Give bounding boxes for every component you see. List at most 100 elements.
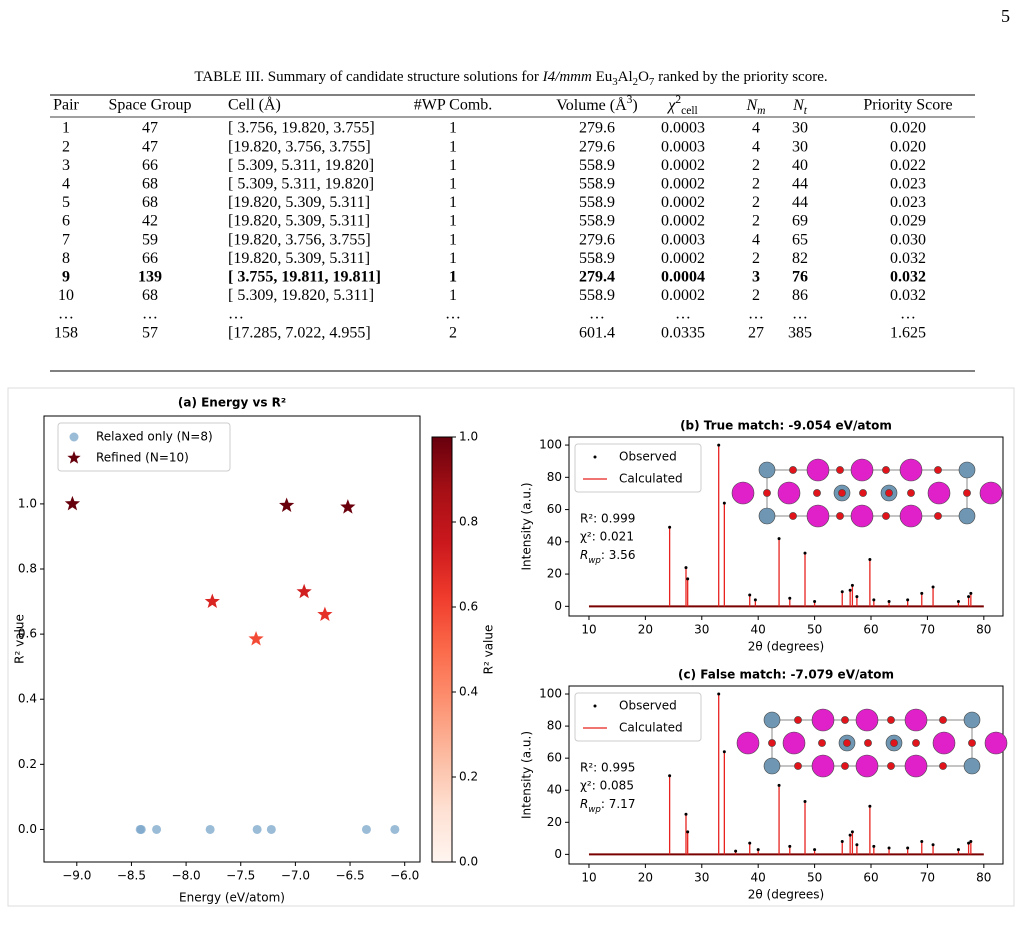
legend-label: Calculated [619,721,683,735]
atom [890,739,898,747]
table-cell: 0.0002 [661,157,705,174]
observed-point [967,841,971,845]
table-cell: [ 3.756, 19.820, 3.755] [228,120,375,137]
table-cell: 68 [142,287,158,304]
x-tick-label: 10 [581,871,596,885]
atom [763,757,781,775]
text-part: 7 [649,76,655,88]
table-cell: 1.625 [890,324,926,341]
table-cell: 2 [752,175,760,192]
table-cell: 40 [792,157,808,174]
star-point [279,497,295,512]
table-cell: 601.4 [579,324,615,341]
atom [885,489,893,497]
atom [843,739,851,747]
star-point [248,631,264,646]
table-header: Pair [53,97,79,114]
legend-marker [593,704,597,708]
plot-frame [43,415,421,863]
colorbar-tick-label: 1.0 [459,430,478,444]
text-part: I4/mmm [542,69,592,85]
x-tick-label: 20 [638,871,653,885]
x-tick-label: −7.5 [226,869,255,883]
table-cell: 65 [792,231,808,248]
y-tick-label: 1.0 [18,496,37,510]
table-cell: 279.4 [579,268,615,285]
x-tick-label: −8.0 [172,869,201,883]
y-tick-label: 80 [547,470,562,484]
atom [887,762,895,770]
x-tick-label: 50 [807,623,822,637]
text-part: 2 [675,94,681,106]
y-tick-label: 100 [539,438,562,452]
atom [864,739,872,747]
table-cell: 2 [752,157,760,174]
atom [763,711,781,729]
colorbar-tick-label: 0.2 [459,770,478,784]
star-point [64,495,81,511]
table-cell: 385 [788,324,812,341]
x-tick-label: −6.0 [390,869,419,883]
atom [932,731,956,755]
observed-point [872,844,876,848]
atom [758,461,776,479]
table-cell: [ 3.755, 19.811, 19.811] [228,268,381,285]
y-tick-label: 60 [547,751,562,765]
figure-frame [7,387,1015,907]
table-cell: 44 [792,194,808,211]
table-cell: 57 [142,324,158,341]
table-cell: 1 [449,268,457,285]
atom [789,466,797,474]
table-cell: 0.0002 [661,287,705,304]
table-cell: 47 [142,138,158,155]
observed-point [684,812,688,816]
x-tick-label: 70 [920,871,935,885]
text-part: : 3.56 [601,548,636,562]
table-cell: 3 [62,157,70,174]
table-cell: 68 [142,194,158,211]
y-tick-label: 80 [547,719,562,733]
atom [927,481,951,505]
annotation: R²: 0.995 [580,761,635,775]
atom [963,711,981,729]
scatter-point [205,824,215,834]
table-cell: 0.029 [890,213,926,230]
table-caption: TABLE III. Summary of candidate structur… [194,69,827,88]
text-part: O [638,69,649,85]
star-point [296,583,312,599]
text-part: wp [588,556,601,566]
text-part: ranked by the priority score. [654,69,827,85]
atom [882,512,890,520]
atom [777,481,801,505]
table-cell: 2 [752,194,760,211]
table-cell: 0.022 [890,157,926,174]
table-cell: 2 [752,250,760,267]
x-tick-label: 40 [751,871,766,885]
atom [841,762,849,770]
observed-point [813,848,817,852]
y-tick-label: 60 [547,502,562,516]
table-header: Space Group [108,97,191,114]
table-cell: … [58,306,74,323]
y-tick-label: 20 [547,815,562,829]
text-part: N [792,97,805,114]
table-cell: 2 [752,213,760,230]
table-cell: … [142,306,158,323]
table-cell: 3 [752,268,760,285]
atom [763,489,771,497]
table-cell: 1 [449,138,457,155]
atom [758,507,776,525]
observed-point [668,774,672,778]
table-cell: 8 [62,250,70,267]
chart-title: (c) False match: -7.079 eV/atom [678,668,894,682]
atom [841,716,849,724]
observed-point [868,804,872,808]
table-cell: 0.030 [890,231,926,248]
star-point [317,606,333,622]
table-cell: 1 [449,213,457,230]
table-cell: 7 [62,231,70,248]
table-cell: 0.0002 [661,194,705,211]
y-tick-label: 0 [554,599,562,613]
table-cell: … [900,306,916,323]
x-tick-label: 80 [976,871,991,885]
